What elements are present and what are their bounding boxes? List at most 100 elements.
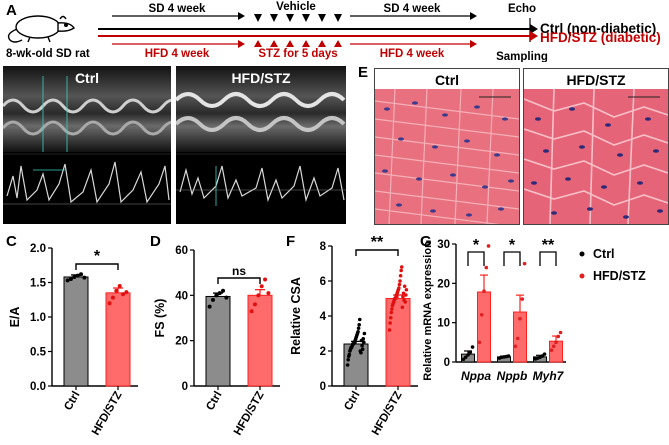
data-point — [249, 309, 254, 314]
significance-bracket — [355, 249, 399, 256]
significance-label: * — [473, 237, 480, 254]
y-axis-label: E/A — [8, 307, 22, 328]
legend-label-ctrl: Ctrl — [593, 247, 615, 261]
ctrl-period1-label: SD 4 week — [149, 3, 206, 15]
bar-ctrl — [63, 276, 89, 387]
data-point — [121, 292, 126, 297]
data-point — [484, 265, 489, 270]
significance-bracket — [503, 251, 521, 266]
data-point — [357, 317, 362, 322]
rat-icon — [7, 15, 75, 43]
data-point — [263, 277, 268, 282]
data-point — [399, 265, 404, 269]
data-point — [390, 307, 394, 311]
significance-label: ** — [542, 237, 555, 254]
stz-label: STZ for 5 days — [258, 48, 337, 60]
data-point — [551, 344, 556, 349]
legend-marker-ctrl — [579, 251, 585, 257]
diabetic-period2-label: HFD 4 week — [380, 48, 445, 60]
chart-relative-csa: 0 2 4 6 8 Relative CSA Ctrl HFD/STZ ** — [289, 236, 418, 438]
data-point — [356, 329, 360, 334]
panel-label-d: D — [150, 233, 161, 250]
histology-ctrl-title: Ctrl — [434, 72, 460, 88]
data-point — [79, 272, 84, 277]
x-tick-label: Ctrl — [342, 390, 362, 413]
data-point — [556, 334, 561, 339]
y-tick-label: 10 — [437, 318, 450, 330]
data-point — [398, 273, 403, 278]
stz-injection-markers — [254, 40, 342, 47]
chart-e-a-ratio: 0.0 0.5 1.0 1.5 2.0 E/A Ctrl HFD/STZ * — [8, 243, 138, 438]
x-tick-label: HFD/STZ — [370, 390, 405, 438]
data-point — [75, 273, 80, 278]
echo-ctrl-title: Ctrl — [74, 70, 100, 86]
data-point — [345, 363, 350, 367]
y-tick-label: 20 — [437, 278, 450, 290]
histology-hfd-frame: HFD/STZ — [523, 68, 669, 225]
rat-label: 8-wk-old SD rat — [6, 48, 90, 60]
data-point — [221, 288, 226, 293]
data-point — [520, 297, 525, 301]
data-point — [224, 295, 229, 300]
data-point — [82, 275, 87, 280]
histology-ctrl-image — [375, 89, 519, 224]
data-point — [65, 278, 70, 283]
significance-label: * — [509, 237, 516, 254]
data-point — [398, 279, 402, 283]
echo-hfd-trace — [176, 66, 346, 206]
data-point — [549, 348, 554, 352]
data-point — [399, 268, 403, 273]
echo-image-ctrl: Ctrl — [3, 66, 171, 224]
gene-label-nppb: Nppb — [497, 369, 528, 383]
bar-hfd-stz — [247, 294, 273, 387]
y-tick-label: 40 — [175, 290, 188, 302]
histology-hfd-title: HFD/STZ — [566, 72, 626, 88]
data-point — [360, 343, 364, 348]
ctrl-period2-label: SD 4 week — [384, 3, 441, 15]
y-tick-label: 0.5 — [30, 347, 47, 359]
data-point — [522, 261, 527, 266]
data-point — [124, 290, 129, 295]
data-point — [403, 300, 408, 304]
x-tick-label: Ctrl — [204, 390, 224, 413]
data-point — [346, 357, 350, 362]
data-point — [117, 283, 122, 288]
data-point — [114, 288, 119, 293]
data-point — [515, 336, 520, 341]
data-point — [266, 291, 271, 296]
data-point — [518, 316, 522, 321]
ctrl-timeline-arrowhead — [530, 24, 538, 34]
y-tick-label: 60 — [175, 245, 188, 257]
data-point — [214, 293, 219, 298]
data-point — [357, 322, 361, 327]
data-point — [110, 295, 115, 300]
y-tick-label: 0.0 — [30, 381, 46, 393]
data-point — [402, 284, 407, 289]
bar-hfd-stz — [105, 292, 131, 387]
histology-ctrl-frame: Ctrl — [374, 68, 520, 225]
data-point — [356, 326, 361, 331]
histology-hfd-image — [524, 89, 668, 224]
y-axis-label: Relative mRNA expression — [422, 241, 434, 381]
data-point — [554, 340, 558, 345]
significance-label: ns — [232, 264, 246, 278]
data-point — [404, 287, 409, 292]
data-point — [210, 297, 215, 302]
chart-fractional-shortening: 0 20 40 60 FS (%) Ctrl HFD/STZ ns — [153, 245, 280, 438]
data-point — [486, 244, 491, 248]
vehicle-injection-markers — [254, 14, 342, 22]
x-tick-label: HFD/STZ — [90, 390, 125, 438]
ctrl-group-label: Ctrl (non-diabetic) — [540, 21, 656, 36]
data-point — [388, 321, 392, 325]
data-point — [401, 294, 405, 299]
data-point — [506, 354, 511, 358]
y-tick-label: 0 — [320, 381, 326, 393]
significance-label: ** — [371, 236, 384, 251]
panel-label-f: F — [286, 233, 296, 250]
y-tick-label: 2.0 — [30, 243, 46, 255]
data-point — [470, 345, 475, 349]
data-point — [400, 305, 405, 310]
y-tick-label: 8 — [320, 241, 327, 253]
y-tick-label: 4 — [320, 311, 327, 323]
